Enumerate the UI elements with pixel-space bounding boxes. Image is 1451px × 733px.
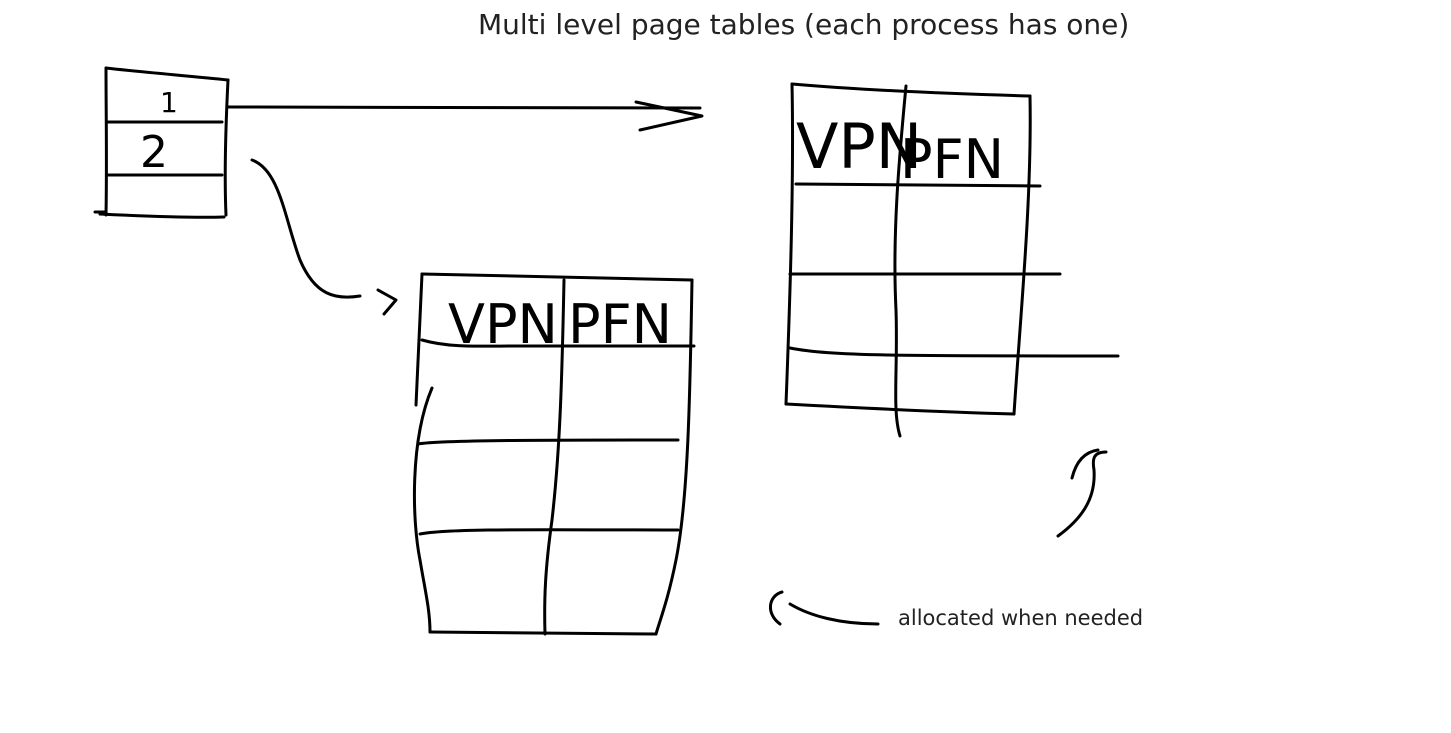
page-table-left: VPN PFN — [412, 272, 696, 636]
left-table-header-line — [420, 338, 696, 348]
pointer-to-left-table — [788, 602, 880, 626]
right-table-row-line-2 — [788, 346, 1120, 358]
arrowhead-left — [376, 288, 398, 316]
left-table-left-upper — [414, 272, 424, 407]
arrowhead-right — [634, 100, 704, 132]
left-table-row-line-1 — [416, 438, 680, 446]
right-table-col2-header: PFN — [900, 128, 1004, 191]
right-table-right — [1012, 94, 1032, 416]
directory-border-top — [104, 66, 230, 82]
right-table-header-line — [794, 182, 1042, 188]
left-table-row-line-2 — [418, 528, 680, 536]
left-table-column-divider — [543, 278, 566, 636]
directory-table: 1 2 — [93, 66, 230, 219]
right-table-left — [784, 82, 795, 406]
directory-border-bottom — [98, 212, 226, 219]
left-table-bottom — [428, 630, 658, 636]
left-table-col2-header: PFN — [568, 293, 672, 356]
directory-entry-2: 2 — [140, 127, 168, 178]
left-table-col1-header: VPN — [448, 293, 558, 356]
right-table-bottom — [784, 402, 1016, 416]
pointer-to-right-table — [1056, 450, 1108, 538]
annotation-pointers — [769, 448, 1108, 626]
annotation-allocated: allocated when needed — [898, 606, 1144, 630]
arrow-entry-2 — [250, 158, 398, 316]
right-table-top — [790, 82, 1032, 98]
directory-entry-1: 1 — [160, 86, 178, 119]
right-table-column-divider — [893, 84, 908, 438]
page-table-right: VPN PFN — [784, 82, 1120, 438]
left-table-right — [654, 278, 694, 636]
right-table-col1-header: VPN — [796, 110, 922, 183]
arrow-entry-1 — [226, 100, 704, 132]
directory-border-right — [223, 78, 230, 217]
left-table-top — [420, 272, 694, 282]
diagram-title: Multi level page tables (each process ha… — [478, 8, 1130, 41]
left-table-left-lower — [412, 386, 434, 634]
